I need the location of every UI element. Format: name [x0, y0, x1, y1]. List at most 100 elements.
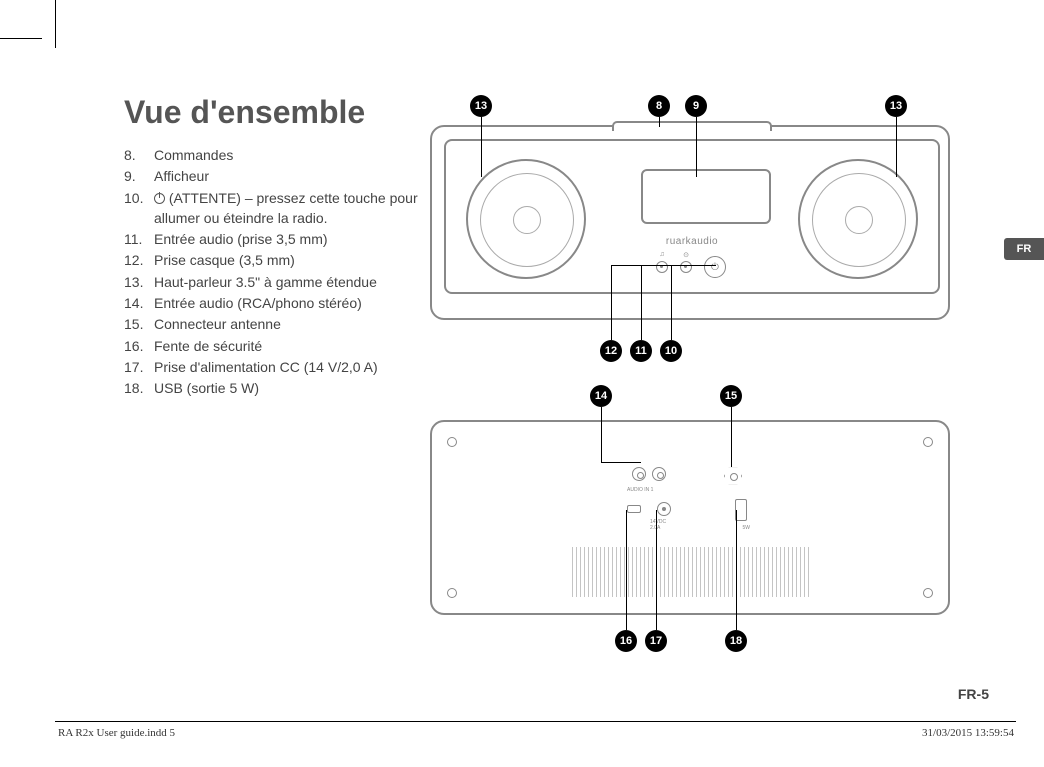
- footer-left: RA R2x User guide.indd 5: [58, 727, 175, 739]
- antenna-hex-icon: [724, 467, 742, 485]
- speaker-left: [466, 159, 586, 279]
- list-item: 10. (ATTENTE) – pressez cette touche pou…: [124, 188, 424, 229]
- back-label: AUDIO IN 1: [627, 487, 653, 493]
- leader: [611, 265, 612, 340]
- leader: [481, 117, 482, 177]
- front-view: ruarkaudio ♫ ⊙ ⏻: [430, 125, 950, 325]
- list-num: 15.: [124, 314, 154, 334]
- leader: [671, 265, 716, 266]
- leader: [601, 462, 641, 463]
- list-num: 13.: [124, 272, 154, 292]
- callout-12: 12: [600, 340, 622, 362]
- aux-icon: ⊙: [680, 251, 692, 259]
- aux-jack: [680, 261, 692, 273]
- footer-line: [55, 721, 1016, 722]
- callout-18: 18: [725, 630, 747, 652]
- feature-list: 8. Commandes 9. Afficheur 10. (ATTENTE) …: [124, 145, 424, 400]
- list-item: 18. USB (sortie 5 W): [124, 378, 424, 398]
- crop-mark-h: [0, 38, 42, 39]
- leader: [736, 510, 737, 630]
- vent-grille: [572, 547, 812, 597]
- list-item: 12. Prise casque (3,5 mm): [124, 250, 424, 270]
- list-num: 12.: [124, 250, 154, 270]
- list-text: Connecteur antenne: [154, 314, 424, 334]
- list-num: 8.: [124, 145, 154, 165]
- screw-icon: [923, 588, 933, 598]
- dc-power-jack: [657, 502, 671, 516]
- list-num: 16.: [124, 336, 154, 356]
- list-text: Entrée audio (RCA/phono stéréo): [154, 293, 424, 313]
- leader: [696, 117, 697, 177]
- back-label: 14VDC2.0A: [650, 519, 666, 531]
- callout-16: 16: [615, 630, 637, 652]
- leader: [626, 510, 627, 630]
- list-item: 16. Fente de sécurité: [124, 336, 424, 356]
- list-num: 11.: [124, 229, 154, 249]
- radio-front-inner: ruarkaudio ♫ ⊙ ⏻: [444, 139, 940, 294]
- list-text: (ATTENTE) – pressez cette touche pour al…: [154, 188, 424, 229]
- list-text: Afficheur: [154, 166, 424, 186]
- list-num: 10.: [124, 188, 154, 229]
- callout-10: 10: [660, 340, 682, 362]
- callout-11: 11: [630, 340, 652, 362]
- leader: [896, 117, 897, 177]
- back-view: AUDIO IN 1 14VDC2.0A 5W: [430, 420, 950, 620]
- list-text: Haut-parleur 3.5" à gamme étendue: [154, 272, 424, 292]
- back-label: 5W: [743, 525, 751, 531]
- list-text: Prise casque (3,5 mm): [154, 250, 424, 270]
- list-text: Fente de sécurité: [154, 336, 424, 356]
- antenna-connector: [724, 467, 742, 485]
- list-num: 17.: [124, 357, 154, 377]
- diagram-area: ruarkaudio ♫ ⊙ ⏻ 13 8 9 13 12: [430, 95, 950, 655]
- list-num: 14.: [124, 293, 154, 313]
- headphone-jack: [656, 261, 668, 273]
- rca-inputs: [632, 467, 668, 486]
- callout-14: 14: [590, 385, 612, 407]
- radio-front-outer: ruarkaudio ♫ ⊙ ⏻: [430, 125, 950, 320]
- page-title: Vue d'ensemble: [124, 94, 365, 131]
- callout-13a: 13: [470, 95, 492, 117]
- list-text: Commandes: [154, 145, 424, 165]
- leader: [731, 407, 732, 467]
- top-controls-outline: [612, 121, 772, 131]
- list-item: 11. Entrée audio (prise 3,5 mm): [124, 229, 424, 249]
- list-text-inner: (ATTENTE) – pressez cette touche pour al…: [154, 190, 418, 226]
- brand-label: ruarkaudio: [446, 236, 938, 247]
- list-text: Entrée audio (prise 3,5 mm): [154, 229, 424, 249]
- callout-13b: 13: [885, 95, 907, 117]
- display-screen: [641, 169, 771, 224]
- callout-9: 9: [685, 95, 707, 117]
- aux-jack-wrap: ⊙: [680, 261, 692, 273]
- list-item: 8. Commandes: [124, 145, 424, 165]
- list-text: USB (sortie 5 W): [154, 378, 424, 398]
- speaker-right: [798, 159, 918, 279]
- front-controls: ♫ ⊙ ⏻: [656, 256, 726, 278]
- headphone-jack-wrap: ♫: [656, 261, 668, 273]
- security-slot: [627, 505, 641, 513]
- list-item: 14. Entrée audio (RCA/phono stéréo): [124, 293, 424, 313]
- power-button: ⏻: [704, 256, 726, 278]
- list-num: 9.: [124, 166, 154, 186]
- list-num: 18.: [124, 378, 154, 398]
- list-item: 15. Connecteur antenne: [124, 314, 424, 334]
- leader: [641, 265, 642, 340]
- headphone-icon: ♫: [656, 251, 668, 258]
- page-number: FR-5: [958, 686, 989, 702]
- leader: [656, 510, 657, 630]
- leader: [671, 265, 672, 340]
- power-icon: [154, 193, 165, 204]
- list-text: Prise d'alimentation CC (14 V/2,0 A): [154, 357, 424, 377]
- callout-15: 15: [720, 385, 742, 407]
- screw-icon: [447, 588, 457, 598]
- screw-icon: [447, 437, 457, 447]
- screw-icon: [923, 437, 933, 447]
- list-item: 17. Prise d'alimentation CC (14 V/2,0 A): [124, 357, 424, 377]
- leader: [659, 117, 660, 127]
- radio-back-outer: AUDIO IN 1 14VDC2.0A 5W: [430, 420, 950, 615]
- footer-right: 31/03/2015 13:59:54: [922, 727, 1014, 739]
- list-item: 9. Afficheur: [124, 166, 424, 186]
- callout-17: 17: [645, 630, 667, 652]
- list-item: 13. Haut-parleur 3.5" à gamme étendue: [124, 272, 424, 292]
- callout-8: 8: [648, 95, 670, 117]
- crop-mark-v: [55, 0, 56, 48]
